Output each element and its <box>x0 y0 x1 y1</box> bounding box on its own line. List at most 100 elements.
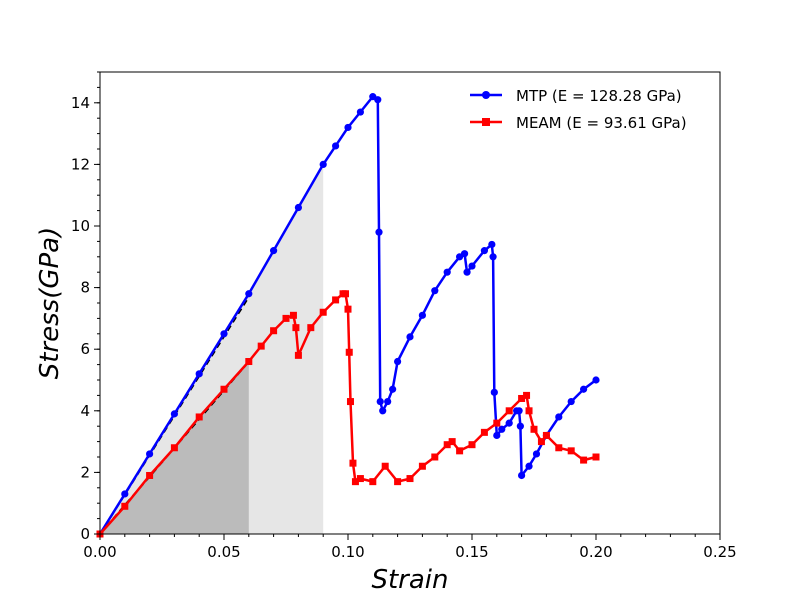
point-mtp <box>376 397 384 406</box>
point-meam <box>282 314 290 322</box>
x-tick-label: 0.00 <box>83 543 116 561</box>
data-series <box>96 93 600 538</box>
point-meam <box>456 447 464 455</box>
point-meam <box>220 385 228 393</box>
y-tick-label: 14 <box>71 94 90 112</box>
point-meam <box>289 311 297 319</box>
point-mtp <box>431 287 439 295</box>
point-meam <box>257 342 265 350</box>
point-meam <box>332 296 340 304</box>
point-meam <box>523 391 531 399</box>
legend-item-meam: MEAM (E = 93.61 GPa) <box>470 114 687 132</box>
point-mtp <box>374 96 382 104</box>
point-meam <box>307 324 315 332</box>
point-mtp <box>518 471 526 480</box>
point-mtp <box>515 407 523 415</box>
point-meam <box>443 441 451 449</box>
y-tick-label: 4 <box>80 402 90 420</box>
x-axis-label: Strain <box>371 565 448 595</box>
point-meam <box>356 475 364 483</box>
point-meam <box>292 324 300 332</box>
x-tick-label: 0.15 <box>455 543 488 561</box>
y-tick-label: 2 <box>80 463 90 481</box>
point-meam <box>525 407 533 415</box>
point-meam <box>349 459 357 467</box>
y-tick-label: 10 <box>71 217 90 235</box>
point-meam <box>530 425 538 433</box>
point-meam <box>480 428 488 436</box>
point-meam <box>406 475 414 483</box>
point-meam <box>418 462 426 470</box>
point-meam <box>270 327 278 335</box>
point-mtp <box>532 450 541 458</box>
point-mtp <box>592 376 600 384</box>
legend-label-meam: MEAM (E = 93.61 GPa) <box>516 114 687 132</box>
point-mtp <box>460 250 469 258</box>
point-meam <box>170 444 178 452</box>
point-mtp <box>525 462 533 470</box>
x-tick-label: 0.05 <box>207 543 240 561</box>
point-meam <box>344 305 352 313</box>
point-meam <box>294 351 302 359</box>
point-meam <box>567 447 575 455</box>
point-mtp <box>394 357 402 366</box>
point-meam <box>381 462 389 470</box>
point-mtp <box>356 108 364 116</box>
x-tick-label: 0.20 <box>579 543 612 561</box>
point-meam <box>448 438 456 446</box>
point-mtp <box>505 419 513 427</box>
point-mtp <box>516 422 524 430</box>
point-meam <box>505 407 513 415</box>
point-meam <box>555 444 563 452</box>
y-tick-label: 8 <box>80 279 90 297</box>
point-mtp <box>406 333 414 341</box>
point-mtp <box>121 490 129 498</box>
point-meam <box>468 441 476 449</box>
point-mtp <box>580 385 588 393</box>
legend-label-mtp: MTP (E = 128.28 GPa) <box>516 87 682 105</box>
point-mtp <box>468 262 476 270</box>
point-meam <box>351 478 359 486</box>
point-mtp <box>344 123 352 132</box>
legend-marker-mtp <box>482 91 490 99</box>
x-tick-label: 0.10 <box>331 543 364 561</box>
point-mtp <box>375 228 383 236</box>
point-meam <box>345 348 353 356</box>
point-meam <box>493 419 501 427</box>
y-tick-label: 0 <box>80 525 90 543</box>
point-meam <box>369 478 377 486</box>
point-meam <box>245 358 253 366</box>
point-mtp <box>270 247 278 255</box>
point-mtp <box>220 330 228 338</box>
point-meam <box>121 502 129 510</box>
point-mtp <box>443 268 451 276</box>
point-mtp <box>332 142 340 150</box>
point-mtp <box>488 240 496 249</box>
point-meam <box>146 471 154 479</box>
point-meam <box>580 456 588 464</box>
point-meam <box>346 398 354 406</box>
x-tick-label: 0.25 <box>703 543 736 561</box>
point-meam <box>537 438 545 446</box>
point-mtp <box>498 425 506 433</box>
legend: MTP (E = 128.28 GPa) MEAM (E = 93.61 GPa… <box>470 87 687 132</box>
point-mtp <box>384 397 392 406</box>
shaded-region-mtp <box>100 164 324 534</box>
point-mtp <box>379 407 387 415</box>
point-mtp <box>489 253 497 261</box>
y-axis-ticks: 0 2 4 6 8 10 12 14 <box>71 71 100 543</box>
point-meam <box>195 413 203 421</box>
point-mtp <box>389 385 397 393</box>
legend-item-mtp: MTP (E = 128.28 GPa) <box>470 87 682 105</box>
point-mtp <box>480 247 488 255</box>
point-mtp <box>463 268 471 276</box>
point-mtp <box>490 388 498 396</box>
point-mtp <box>493 431 501 440</box>
point-mtp <box>319 160 327 168</box>
point-meam <box>542 431 550 439</box>
point-mtp <box>170 410 178 418</box>
y-axis-label: Stress(GPa) <box>35 227 65 380</box>
point-mtp <box>146 450 154 458</box>
point-meam <box>518 394 526 402</box>
